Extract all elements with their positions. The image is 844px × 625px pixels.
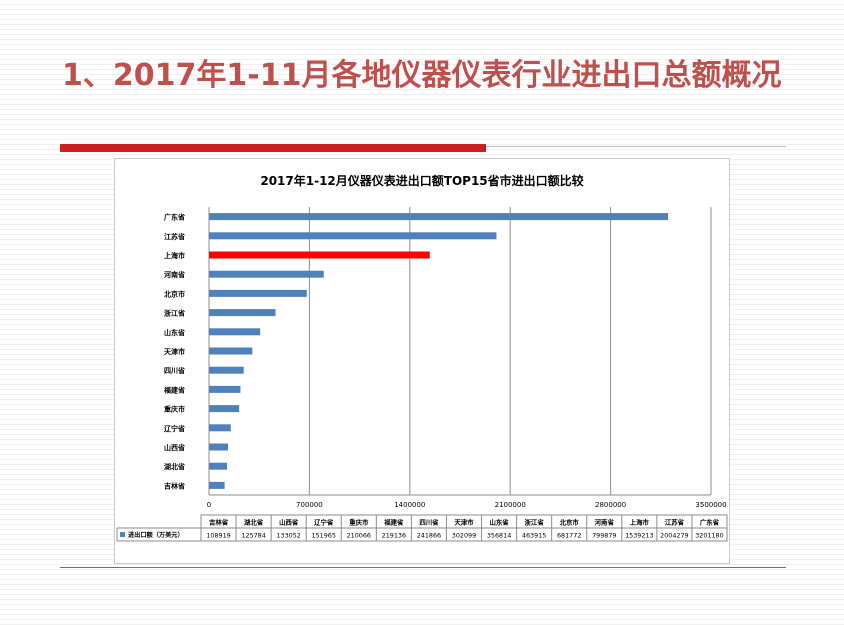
x-tick-label: 1400000 bbox=[394, 501, 425, 509]
x-tick-label: 700000 bbox=[296, 501, 323, 509]
data-table-category: 河南省 bbox=[595, 518, 615, 527]
data-table-value: 210066 bbox=[347, 532, 371, 540]
bar bbox=[209, 232, 497, 240]
bar bbox=[209, 347, 253, 355]
bar bbox=[209, 443, 229, 451]
data-table-category: 四川省 bbox=[419, 518, 439, 527]
bar bbox=[209, 270, 324, 278]
x-tick-label: 2100000 bbox=[495, 501, 526, 509]
data-table-category: 江苏省 bbox=[665, 518, 685, 527]
y-category-label: 湖北省 bbox=[164, 462, 185, 471]
bar bbox=[209, 481, 225, 489]
data-table-category: 辽宁省 bbox=[314, 518, 334, 527]
data-table-category: 湖北省 bbox=[244, 518, 264, 527]
data-table-category: 广东省 bbox=[700, 518, 720, 527]
data-table-value: 799879 bbox=[592, 532, 616, 540]
bar bbox=[209, 462, 228, 470]
x-tick-label: 0 bbox=[207, 501, 211, 509]
y-category-label: 天津市 bbox=[164, 347, 185, 356]
data-table-value: 241866 bbox=[417, 532, 441, 540]
data-table-value: 125784 bbox=[241, 532, 265, 540]
slide-title: 1、2017年1-11月各地仪器仪表行业进出口总额概况 bbox=[62, 58, 782, 93]
data-table-category: 吉林省 bbox=[209, 518, 229, 527]
footer-rule bbox=[60, 567, 786, 568]
x-tick-label: 3500000 bbox=[695, 501, 726, 509]
chart-container: 2017年1-12月仪器仪表进出口额TOP15省市进出口额比较 0 700000 14… bbox=[114, 158, 730, 564]
y-category-label: 辽宁省 bbox=[164, 424, 185, 433]
bar bbox=[209, 366, 244, 374]
y-category-label: 江苏省 bbox=[164, 232, 185, 241]
chart-title: 2017年1-12月仪器仪表进出口额TOP15省市进出口额比较 bbox=[260, 173, 583, 188]
legend-series-name: 进出口额（万美元） bbox=[128, 531, 184, 539]
y-category-label: 重庆市 bbox=[164, 405, 185, 414]
y-category-label: 河南省 bbox=[164, 270, 185, 279]
data-table-category: 上海市 bbox=[630, 518, 650, 527]
y-category-label: 吉林省 bbox=[164, 481, 185, 490]
legend-swatch bbox=[120, 532, 125, 537]
bar bbox=[209, 424, 231, 432]
data-table-value: 302099 bbox=[452, 532, 476, 540]
data-table-value: 151965 bbox=[312, 532, 336, 540]
bar bbox=[209, 328, 261, 336]
data-table-category: 北京市 bbox=[560, 518, 580, 527]
bar-chart: 2017年1-12月仪器仪表进出口额TOP15省市进出口额比较 0 700000 14… bbox=[116, 173, 728, 542]
title-underline-line bbox=[486, 146, 786, 147]
data-table-category: 福建省 bbox=[383, 518, 404, 527]
data-table-value: 2004279 bbox=[660, 532, 688, 540]
y-category-label: 上海市 bbox=[164, 251, 185, 260]
bar bbox=[209, 309, 276, 317]
y-category-label: 广东省 bbox=[164, 213, 185, 222]
bar bbox=[209, 405, 240, 413]
data-table-value: 681772 bbox=[557, 532, 581, 540]
data-table-value: 356814 bbox=[487, 532, 511, 540]
data-table-value: 108919 bbox=[206, 532, 230, 540]
data-table-value: 3201180 bbox=[695, 532, 723, 540]
data-table-value: 219136 bbox=[382, 532, 406, 540]
y-category-label: 浙江省 bbox=[164, 309, 185, 318]
data-table-value: 463915 bbox=[522, 532, 546, 540]
data-table-value: 1539213 bbox=[625, 532, 653, 540]
y-category-label: 四川省 bbox=[164, 366, 185, 375]
bar bbox=[209, 251, 430, 259]
data-table-category: 山西省 bbox=[279, 518, 299, 527]
y-category-label: 山东省 bbox=[164, 328, 185, 337]
data-table-value: 133052 bbox=[276, 532, 300, 540]
y-category-label: 北京市 bbox=[164, 289, 185, 298]
title-underline-bar bbox=[60, 144, 486, 152]
data-table-category: 重庆市 bbox=[349, 518, 369, 527]
y-category-label: 福建省 bbox=[163, 385, 185, 394]
data-table-category: 天津市 bbox=[454, 518, 474, 527]
data-table-category: 山东省 bbox=[489, 518, 509, 527]
bar bbox=[209, 213, 669, 221]
data-table-category: 浙江省 bbox=[525, 518, 545, 527]
bar bbox=[209, 289, 307, 297]
x-tick-label: 2800000 bbox=[595, 501, 626, 509]
bar bbox=[209, 385, 241, 393]
y-category-label: 山西省 bbox=[164, 443, 185, 452]
